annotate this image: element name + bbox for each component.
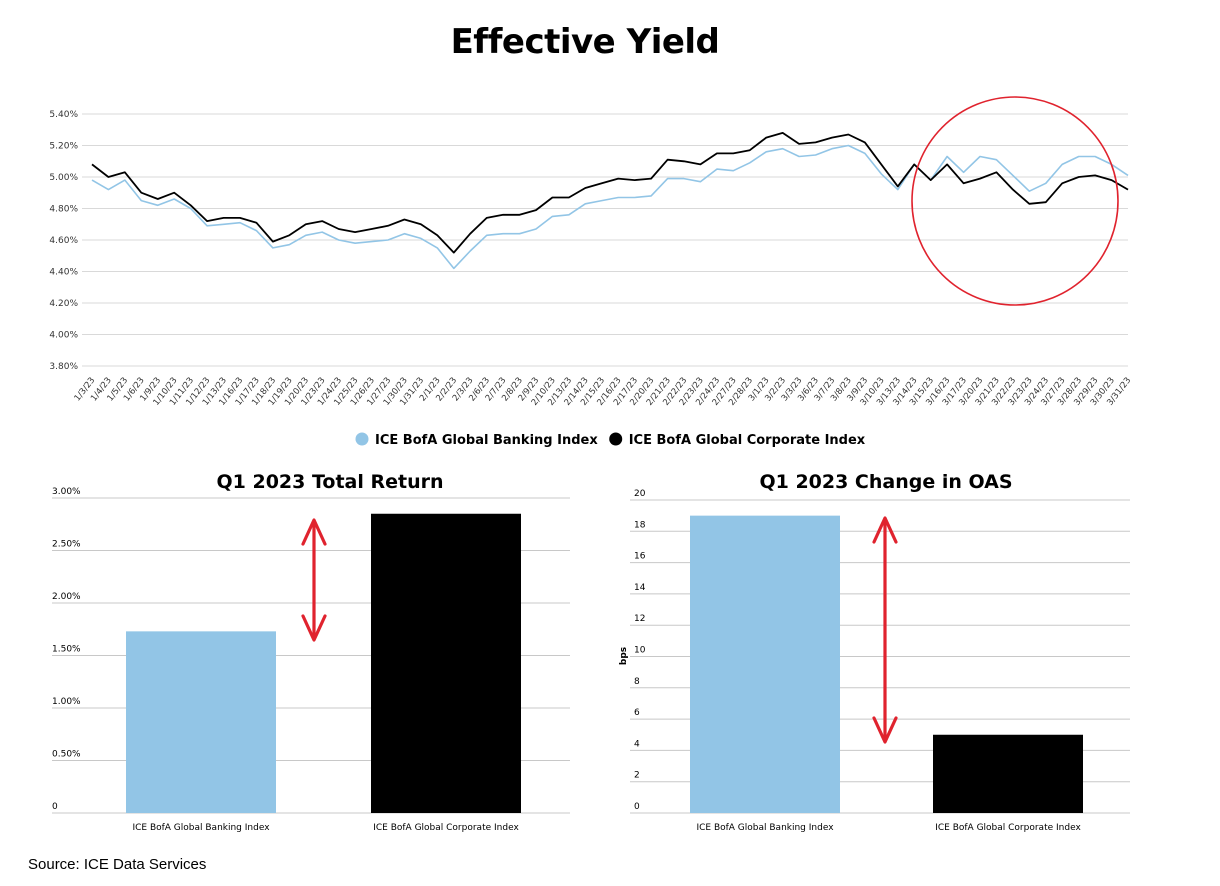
y-tick-label: 2.50% — [52, 540, 81, 550]
arrow-head-down — [872, 716, 898, 744]
y-tick-label: 4.80% — [49, 205, 78, 215]
banking-bar — [126, 631, 276, 813]
y-tick-label: 0 — [52, 802, 58, 812]
y-tick-label: 4.20% — [49, 299, 78, 309]
y-tick-label: 4 — [634, 739, 640, 749]
legend-label-corporate: ICE BofA Global Corporate Index — [629, 433, 866, 448]
corporate-bar — [371, 513, 521, 813]
legend-marker-corporate — [609, 432, 623, 446]
banking-bar — [690, 515, 840, 813]
y-tick-label: 3.00% — [52, 487, 81, 497]
double-arrow-annotation — [872, 516, 898, 744]
source-note: Source: ICE Data Services — [28, 856, 207, 873]
y-tick-label: 12 — [634, 614, 645, 624]
y-tick-label: 1.50% — [52, 645, 81, 655]
x-category-label: ICE BofA Global Corporate Index — [935, 823, 1081, 833]
y-tick-label: 2 — [634, 771, 640, 781]
effective-yield-line-chart: 5.40% 5.20% 5.00% 4.80% 4.60% 4.40% 4.20% 4.00%… — [49, 96, 1133, 448]
y-tick-label: 16 — [634, 552, 646, 562]
arrow-head-down — [301, 614, 327, 642]
y-tick-label: 10 — [634, 646, 646, 656]
double-arrow-annotation — [301, 518, 327, 642]
arrow-head-up — [872, 516, 898, 544]
x-category-label: ICE BofA Global Banking Index — [132, 823, 270, 833]
y-tick-label: 5.00% — [49, 173, 78, 183]
y-tick-label: 4.40% — [49, 268, 78, 278]
page-title: Effective Yield — [450, 22, 720, 62]
y-tick-label: 0 — [634, 802, 640, 812]
arrow-head-up — [301, 518, 327, 546]
x-category-label: ICE BofA Global Banking Index — [696, 823, 834, 833]
chart-title: Q1 2023 Total Return — [216, 471, 443, 493]
banking-series-line — [91, 144, 1129, 270]
legend-marker-banking — [355, 432, 369, 446]
y-tick-label: 6 — [634, 708, 640, 718]
x-category-label: ICE BofA Global Corporate Index — [373, 823, 519, 833]
y-tick-label: 0.50% — [52, 750, 81, 760]
y-tick-label: 5.20% — [49, 142, 78, 152]
chart-title: Q1 2023 Change in OAS — [759, 471, 1012, 493]
corporate-series-line — [91, 132, 1129, 254]
y-tick-label: 4.60% — [49, 236, 78, 246]
corporate-bar — [933, 734, 1083, 813]
y-tick-label: 14 — [634, 583, 646, 593]
legend-label-banking: ICE BofA Global Banking Index — [375, 433, 598, 448]
y-tick-label: 1.00% — [52, 697, 81, 707]
y-tick-label: 3.80% — [49, 362, 78, 372]
y-tick-label: 8 — [634, 677, 640, 687]
total-return-bar-chart: Q1 2023 Total Return 3.00% 2.50% 2.00% 1.50%… — [52, 471, 570, 833]
highlight-circle — [911, 96, 1119, 306]
y-tick-label: 4.00% — [49, 331, 78, 341]
change-in-oas-bar-chart: Q1 2023 Change in OAS20181614121086420bp… — [619, 471, 1130, 833]
y-tick-label: 5.40% — [49, 110, 78, 120]
y-tick-label: 18 — [634, 520, 646, 530]
y-axis-label: bps — [619, 647, 629, 665]
y-tick-label: 20 — [634, 489, 646, 499]
y-tick-label: 2.00% — [52, 592, 81, 602]
